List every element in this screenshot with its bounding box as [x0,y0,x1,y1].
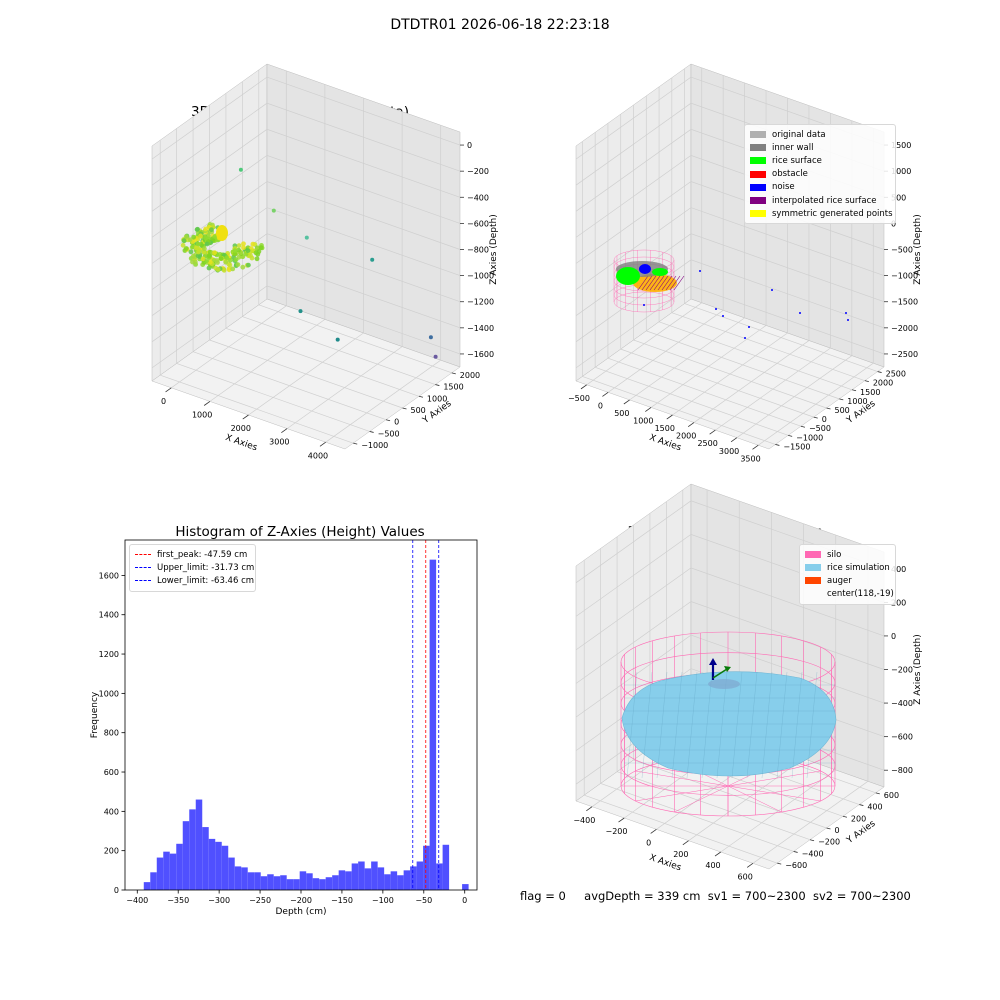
legend-label: silo [827,550,841,560]
tick-mark [827,828,831,829]
tick-mark [794,851,798,852]
tick-mark [810,840,814,841]
tick-mark [586,807,592,811]
z-tick-label: −400 [891,699,913,708]
z-tick-label: −600 [891,733,913,742]
status-line: flag = 0 avgDepth = 339 cm sv1 = 700~230… [520,889,911,903]
y-tick-label: −400 [802,849,824,858]
y-tick-label: −200 [818,838,840,847]
legend-label: auger [827,576,852,586]
legend-swatch [805,551,821,558]
x-tick-label: −200 [606,827,628,836]
z-tick-label: −200 [891,666,913,675]
x-tick-label: 600 [738,872,753,881]
x-tick-label: −400 [573,816,595,825]
x-tick-label: 200 [673,850,688,859]
legend-entry: rice simulation [805,561,890,574]
z-tick-label: 0 [891,632,896,641]
z-tick-label: −800 [891,766,913,775]
tick-mark [876,793,880,794]
status-flag: flag = 0 [520,889,566,903]
tick-mark [619,818,625,822]
tick-mark [651,829,657,833]
status-avg-depth: avgDepth = 339 cm [584,889,700,903]
tick-mark [715,852,721,856]
legend-label: rice simulation [827,563,890,573]
surface-dip [708,679,740,689]
y-tick-label: −600 [785,861,807,870]
status-sv2: sv2 = 700~2300 [813,889,911,903]
y-tick-label: 200 [851,814,866,823]
legend-entry: auger [805,574,890,587]
legend-entry: center(118,-19) [805,588,890,601]
legend-entry: silo [805,548,890,561]
tick-mark [843,816,847,817]
legend-swatch [805,577,821,584]
z-axis-label: Z Axies (Depth) [913,634,923,705]
tick-mark [683,841,689,845]
legend-swatch-empty [805,591,821,598]
x-tick-label: 400 [705,861,720,870]
tick-mark [859,805,863,806]
y-tick-label: 400 [867,803,882,812]
y-tick-label: 0 [835,826,840,835]
y-tick-label: 600 [884,791,899,800]
x-tick-label: 0 [646,838,651,847]
status-sv1: sv1 = 700~2300 [708,889,806,903]
tick-mark [777,863,781,864]
legend-label: center(118,-19) [827,589,894,599]
panel4-legend: silo rice simulation auger center(118,-1… [799,544,896,605]
tick-mark [747,863,753,867]
legend-swatch [805,564,821,571]
